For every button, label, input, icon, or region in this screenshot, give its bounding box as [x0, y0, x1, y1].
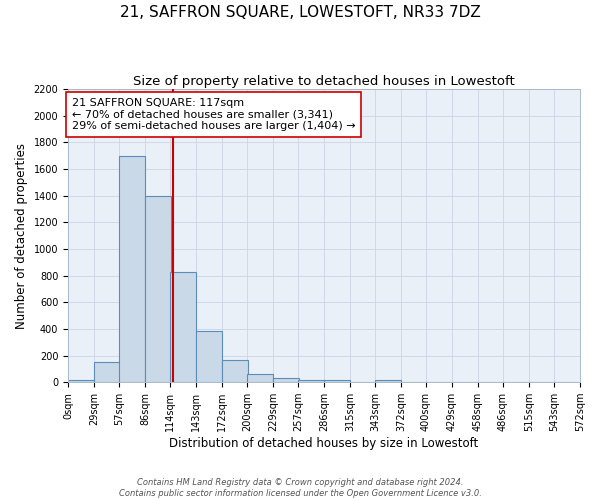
- Bar: [324, 380, 350, 382]
- Bar: [94, 362, 120, 382]
- Bar: [119, 156, 145, 382]
- Bar: [273, 378, 299, 382]
- Bar: [298, 380, 324, 382]
- Y-axis label: Number of detached properties: Number of detached properties: [15, 142, 28, 328]
- Bar: [196, 331, 222, 382]
- Bar: [222, 360, 248, 382]
- Text: 21, SAFFRON SQUARE, LOWESTOFT, NR33 7DZ: 21, SAFFRON SQUARE, LOWESTOFT, NR33 7DZ: [119, 5, 481, 20]
- Bar: [375, 380, 401, 382]
- Text: 21 SAFFRON SQUARE: 117sqm
← 70% of detached houses are smaller (3,341)
29% of se: 21 SAFFRON SQUARE: 117sqm ← 70% of detac…: [71, 98, 355, 131]
- Title: Size of property relative to detached houses in Lowestoft: Size of property relative to detached ho…: [133, 75, 515, 88]
- Text: Contains HM Land Registry data © Crown copyright and database right 2024.
Contai: Contains HM Land Registry data © Crown c…: [119, 478, 481, 498]
- Bar: [68, 380, 94, 382]
- Bar: [170, 272, 196, 382]
- Bar: [145, 196, 171, 382]
- X-axis label: Distribution of detached houses by size in Lowestoft: Distribution of detached houses by size …: [169, 437, 479, 450]
- Bar: [247, 374, 273, 382]
